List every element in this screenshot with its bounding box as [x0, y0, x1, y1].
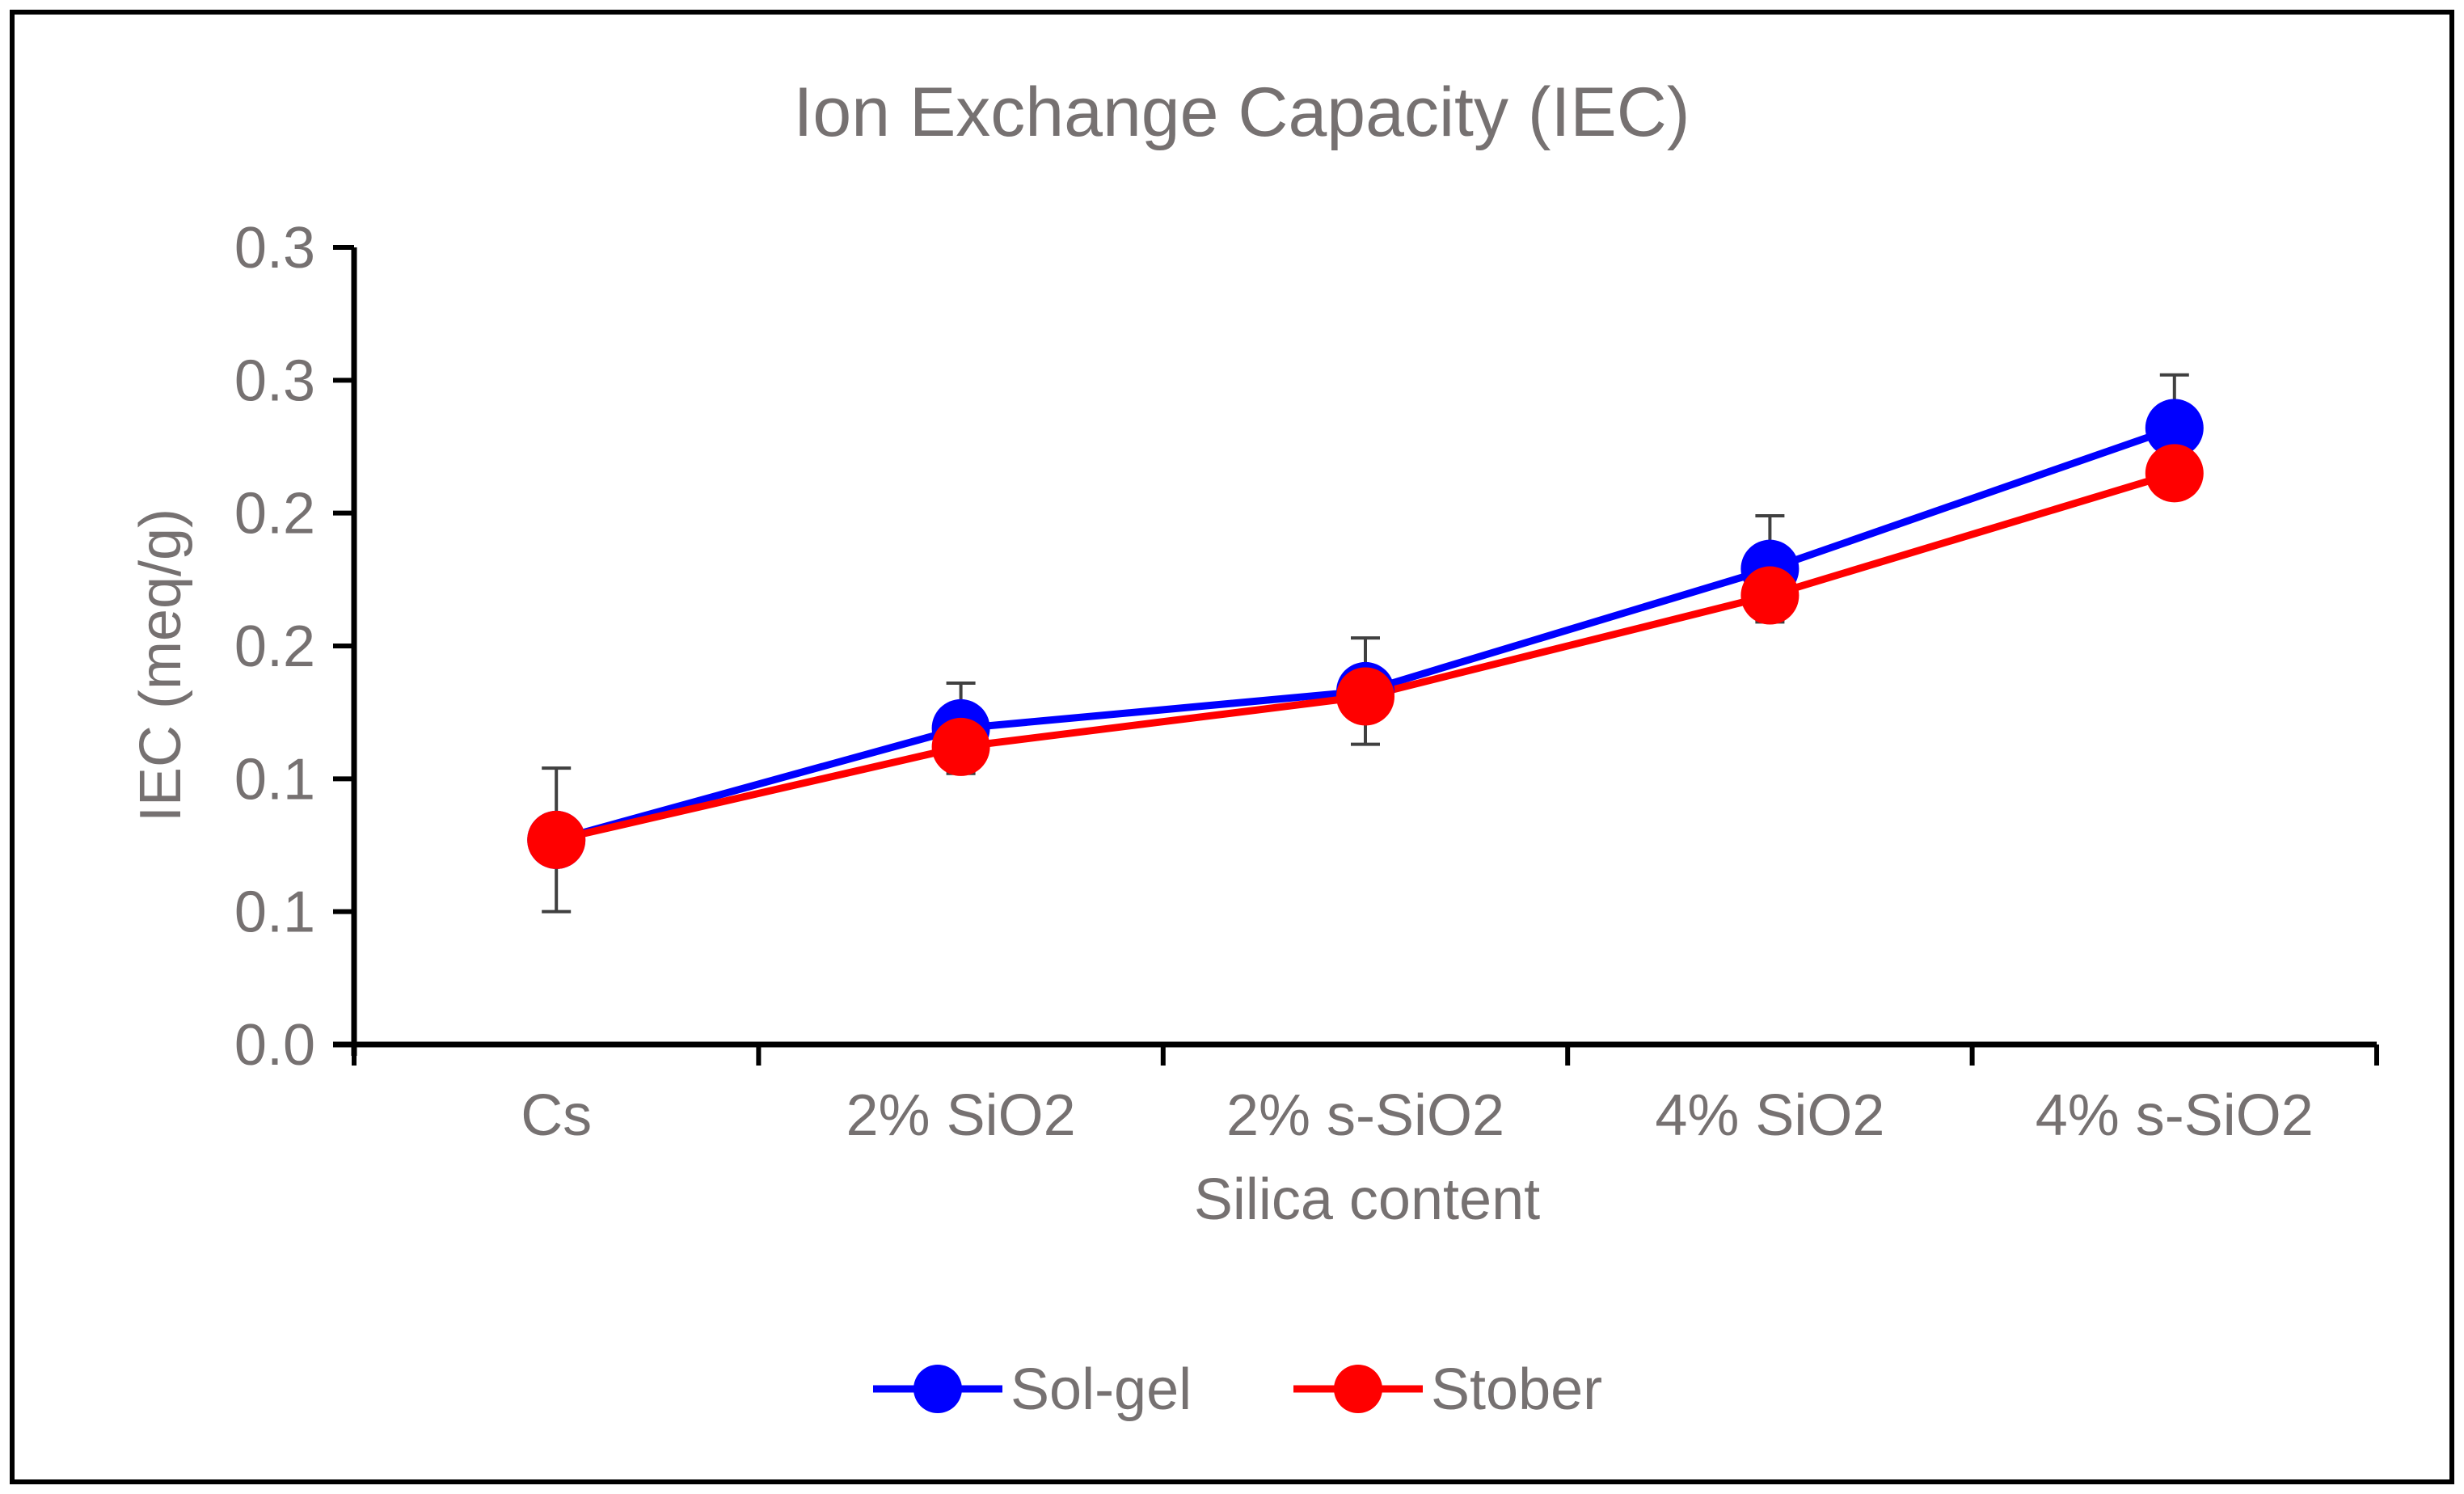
x-axis-title: Silica content [1194, 1167, 1540, 1232]
x-tick-label: 4% SiO2 [1655, 1083, 1884, 1148]
legend-label-stober: Stober [1431, 1357, 1602, 1422]
error-bars [542, 373, 2189, 914]
series-layer [527, 399, 2204, 869]
x-tick-label: 2% s-SiO2 [1226, 1083, 1504, 1148]
legend: Sol-gel Stober [873, 1357, 1602, 1422]
y-tick-label: 0.1 [234, 880, 315, 945]
data-point-stober [2145, 444, 2204, 503]
y-tick-label: 0.3 [234, 348, 315, 413]
x-tick-label: 2% SiO2 [846, 1083, 1076, 1148]
data-point-stober [527, 810, 586, 869]
series-line-sol-gel [555, 424, 2176, 844]
legend-marker-sol-gel [913, 1365, 962, 1413]
data-point-stober [931, 717, 990, 776]
legend-marker-stober [1334, 1365, 1382, 1413]
x-tick-label: Cs [521, 1083, 592, 1148]
line-chart: Ion Exchange Capacity (IEC) Silica conte… [129, 74, 2379, 1422]
y-axis-title: IEC (meq/g) [129, 509, 193, 822]
chart-frame: Ion Exchange Capacity (IEC) Silica conte… [10, 10, 2454, 1484]
x-tick-label: 4% s-SiO2 [2036, 1083, 2314, 1148]
y-tick-label: 0.1 [234, 747, 315, 812]
data-point-sol-gel [2145, 399, 2204, 458]
y-tick-label: 0.2 [234, 614, 315, 679]
y-tick-label: 0.2 [234, 482, 315, 547]
axes: 0.0 0.1 0.1 0.2 0.2 0.3 0.3 Cs 2% SiO2 2% s-SiO2 4… [234, 216, 2379, 1148]
chart-title: Ion Exchange Capacity (IEC) [794, 74, 1690, 151]
data-point-stober [1336, 667, 1394, 726]
data-point-stober [1740, 566, 1799, 625]
legend-label-sol-gel: Sol-gel [1010, 1357, 1192, 1422]
y-tick-label: 0.0 [234, 1013, 315, 1078]
y-tick-label: 0.3 [234, 216, 315, 281]
